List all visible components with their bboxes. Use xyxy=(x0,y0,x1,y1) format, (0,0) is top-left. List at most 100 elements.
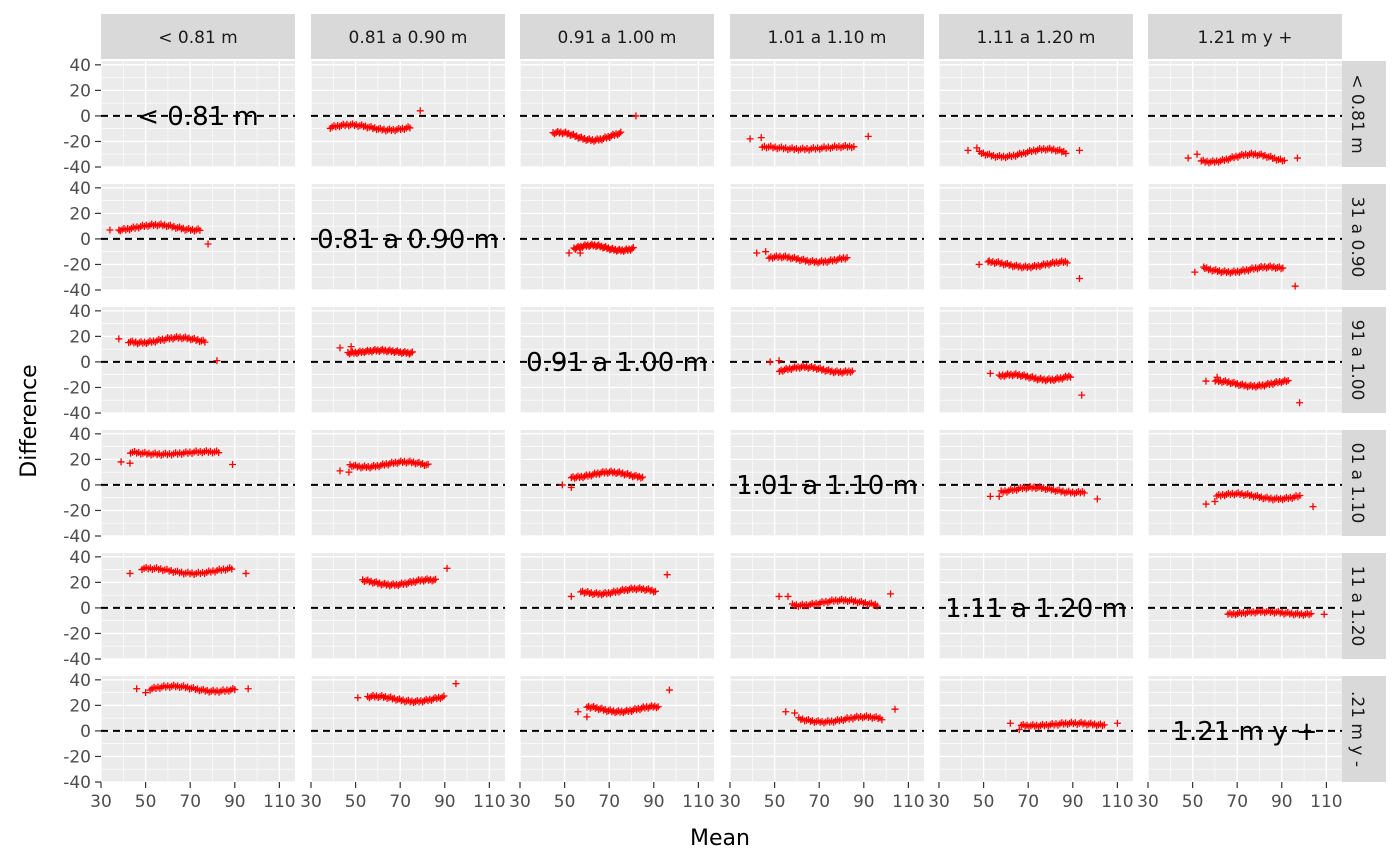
data-point xyxy=(1284,377,1292,385)
data-point xyxy=(1113,719,1121,727)
panel-background xyxy=(939,676,1133,782)
y-tick-label: -40 xyxy=(63,404,91,424)
y-tick-label: 20 xyxy=(69,327,91,347)
diagonal-label: < 0.81 m xyxy=(137,102,259,132)
data-point xyxy=(632,112,640,120)
x-tick-label: 70 xyxy=(179,792,201,812)
data-point xyxy=(975,260,983,268)
facet-panel xyxy=(100,307,295,414)
y-tick-label: 40 xyxy=(69,56,91,76)
panel-background xyxy=(730,307,924,413)
data-point xyxy=(558,481,566,489)
row-strip xyxy=(1342,676,1386,782)
panel-background xyxy=(101,307,295,413)
data-point xyxy=(336,344,344,352)
data-point xyxy=(1006,719,1014,727)
data-point xyxy=(574,708,582,716)
data-point xyxy=(615,129,623,137)
data-point xyxy=(784,592,792,600)
diagonal-label: 1.01 a 1.10 m xyxy=(736,471,918,501)
data-point xyxy=(440,692,448,700)
data-point xyxy=(204,240,212,248)
facet-panel xyxy=(519,676,714,783)
column-strip xyxy=(730,14,924,59)
data-point xyxy=(606,133,614,141)
x-tick-label: 110 xyxy=(1101,792,1133,812)
data-point xyxy=(133,685,141,693)
x-tick-label: 30 xyxy=(1137,792,1159,812)
data-point xyxy=(345,468,353,476)
data-point xyxy=(782,708,790,716)
panel-background xyxy=(311,184,505,290)
x-tick-label: 110 xyxy=(1310,792,1342,812)
data-point xyxy=(1200,263,1208,271)
facet-panel xyxy=(310,676,505,783)
diagonal-label: 0.81 a 0.90 m xyxy=(317,225,499,255)
panel-background xyxy=(730,676,924,782)
data-point xyxy=(244,685,252,693)
facet-panel xyxy=(1147,184,1342,291)
data-point xyxy=(401,348,409,356)
x-tick-label: 30 xyxy=(509,792,531,812)
panel-background xyxy=(101,430,295,536)
data-point xyxy=(1063,259,1071,267)
y-tick-label: 20 xyxy=(69,573,91,593)
data-point xyxy=(791,709,799,717)
panel-background xyxy=(311,676,505,782)
panel-background xyxy=(1148,430,1342,536)
data-point xyxy=(629,244,637,252)
data-point xyxy=(891,705,899,713)
x-tick-label: 90 xyxy=(434,792,456,812)
y-tick-label: -20 xyxy=(63,747,91,767)
data-point xyxy=(775,357,783,365)
data-point xyxy=(986,369,994,377)
data-point xyxy=(753,249,761,257)
x-tick-label: 70 xyxy=(1226,792,1248,812)
facet-panel xyxy=(100,430,295,537)
data-point xyxy=(663,571,671,579)
x-tick-label: 50 xyxy=(764,792,786,812)
panel-background xyxy=(939,553,1133,659)
data-point xyxy=(1211,498,1219,506)
y-tick-label: 20 xyxy=(69,450,91,470)
data-point xyxy=(766,358,774,366)
x-tick-label: 70 xyxy=(389,792,411,812)
data-point xyxy=(1093,495,1101,503)
y-tick-label: -20 xyxy=(63,255,91,275)
panel-background xyxy=(520,61,714,167)
data-point xyxy=(416,107,424,115)
y-tick-label: -20 xyxy=(63,378,91,398)
facet-panel xyxy=(729,553,924,660)
data-point xyxy=(231,686,239,694)
panel-background xyxy=(1148,307,1342,413)
data-point xyxy=(408,348,416,356)
data-point xyxy=(443,564,451,572)
data-point xyxy=(1100,721,1108,729)
data-point xyxy=(1184,154,1192,162)
panel-background xyxy=(730,430,924,536)
y-tick-label: 20 xyxy=(69,204,91,224)
data-point xyxy=(242,569,250,577)
data-point xyxy=(1293,154,1301,162)
row-strip-label: .21 m y - xyxy=(1347,691,1367,767)
facet-panel xyxy=(1147,61,1342,168)
row-strip xyxy=(1342,307,1386,413)
data-point xyxy=(843,254,851,262)
data-point xyxy=(1309,503,1317,511)
data-point xyxy=(1291,282,1299,290)
panel-background xyxy=(939,307,1133,413)
data-point xyxy=(1307,610,1315,618)
facet-panel xyxy=(100,184,295,291)
x-tick-label: 50 xyxy=(135,792,157,812)
data-point xyxy=(746,135,754,143)
x-tick-label: 50 xyxy=(973,792,995,812)
facet-panel: 1.21 m y + xyxy=(1147,676,1342,783)
y-tick-label: 40 xyxy=(69,671,91,691)
panel-background xyxy=(730,553,924,659)
column-strip xyxy=(101,14,295,59)
data-point xyxy=(986,492,994,500)
x-tick-label: 50 xyxy=(1182,792,1204,812)
y-tick-label: -40 xyxy=(63,650,91,670)
facet-panel xyxy=(519,553,714,660)
